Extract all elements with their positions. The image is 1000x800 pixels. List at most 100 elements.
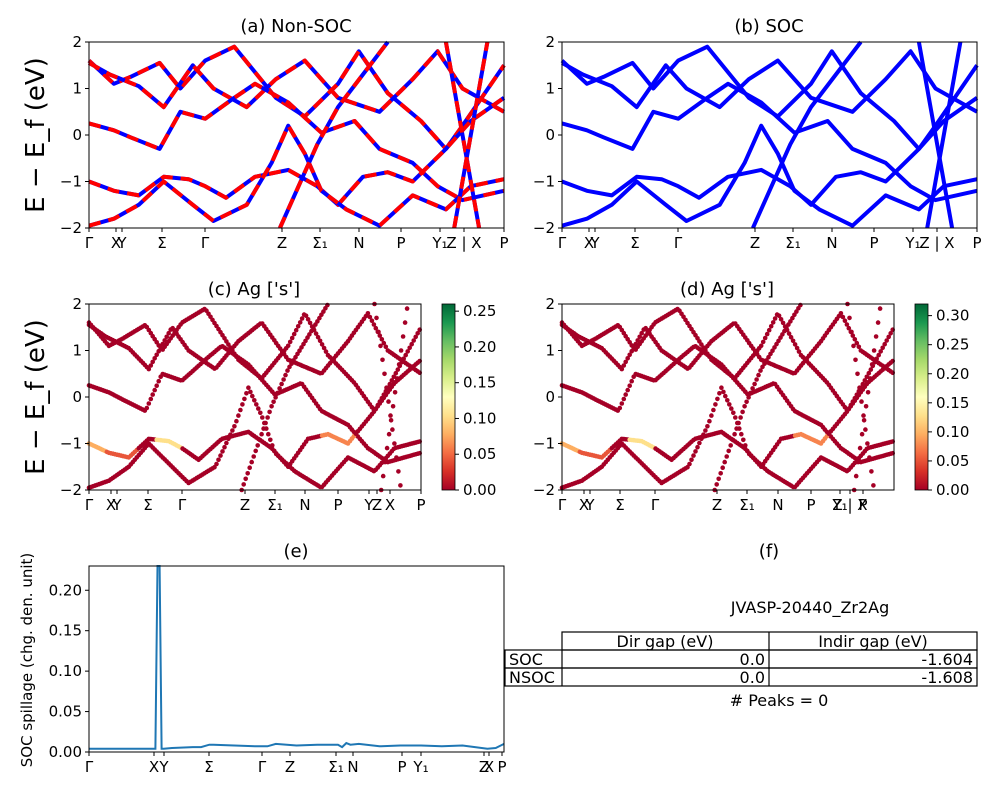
projection-point (776, 338, 781, 344)
projection-point (631, 345, 636, 350)
projection-point (766, 327, 772, 333)
xtick-label: P (806, 496, 815, 514)
projection-point (861, 418, 867, 423)
projection-point (241, 482, 246, 487)
ytick-label: 1 (72, 342, 82, 360)
panel-d: 210−1−2 Γ XY Σ Γ Z Σ₁ N P Y₁Z | XP 0.300.250.200… (533, 295, 970, 514)
projection-point (392, 390, 398, 395)
ytick-label: −2 (533, 481, 555, 499)
projection-point (790, 315, 795, 321)
projection-point (756, 372, 761, 378)
xtick-label: Σ (143, 496, 152, 514)
projection-point (866, 370, 872, 376)
xtick-label: N (347, 758, 358, 776)
projection-point (390, 427, 395, 432)
projection-point (849, 329, 854, 335)
projection-point (317, 338, 323, 344)
xtick-label: Σ (630, 234, 639, 252)
projection-point (228, 432, 233, 438)
projection-point (764, 331, 770, 337)
projection-point (287, 339, 293, 345)
band-line (561, 123, 978, 228)
xtick-label: Y₁ (904, 234, 920, 252)
axes-frame-b (561, 41, 978, 229)
projection-point (780, 320, 786, 326)
xtick-label: Γ (558, 234, 567, 252)
xtick-label: X (149, 758, 159, 776)
colorbar-d (914, 303, 929, 491)
xtick-label: Γ (258, 758, 267, 776)
projection-point (724, 454, 729, 459)
projection-point (888, 331, 893, 336)
projection-point (379, 337, 385, 342)
colorbar-ticks-d: 0.30 0.25 0.20 0.15 0.10 0.05 0.00 (928, 307, 969, 499)
xtick-label: Z | X (832, 496, 867, 514)
projection-point (850, 333, 856, 338)
title-b: (b) SOC (734, 16, 803, 37)
projection-point (699, 436, 704, 442)
xtick-label: X (579, 496, 589, 514)
table-col-dir: Dir gap (eV) (617, 632, 714, 651)
projection-point (629, 348, 634, 354)
projection-point (689, 457, 694, 463)
projection-point (371, 322, 377, 327)
xtick-label: P (396, 234, 405, 252)
xtick-label: X (385, 496, 395, 514)
projection-point (856, 344, 862, 350)
projection-point (746, 395, 751, 400)
projection-point (243, 476, 248, 482)
axes-frame-c (88, 303, 422, 491)
projection-point (373, 325, 379, 331)
projection-point (760, 339, 766, 345)
projection-point (396, 469, 401, 474)
ytick-label: −1 (533, 173, 555, 191)
projection-point (250, 393, 255, 399)
projection-point (691, 453, 696, 458)
projection-point (323, 349, 329, 354)
xtick-label: Z (277, 234, 287, 252)
projection-point (730, 437, 735, 443)
projection-point (382, 371, 387, 377)
xtick-label: Z | X (919, 234, 954, 252)
projection-point (862, 378, 868, 383)
projection-point (792, 342, 798, 347)
ytick-label: 0.05 (49, 703, 82, 721)
xtick-label: Y₁ (431, 234, 447, 252)
projection-point (623, 392, 628, 397)
xtick-label: X (484, 758, 494, 776)
projection-point (299, 316, 305, 321)
projection-point (384, 445, 390, 451)
projection-point (325, 302, 330, 308)
projection-point (766, 354, 771, 360)
xtick-label: Γ (651, 496, 660, 514)
colorbar-tick-label: 0.00 (936, 481, 969, 499)
yticks-b: 2 1 0 −1 −2 (533, 33, 562, 237)
projection-point (240, 402, 245, 407)
projection-point (882, 341, 887, 347)
ytick-label: 0.10 (49, 662, 82, 680)
spillage-line (89, 565, 505, 750)
projection-point (369, 318, 375, 324)
xtick-label: P (499, 234, 508, 252)
ytick-label: 0 (545, 388, 555, 406)
projection-point (232, 424, 237, 429)
projection-point (796, 349, 802, 354)
ytick-label: −2 (533, 219, 555, 237)
projection-point (281, 377, 286, 382)
projection-point (709, 413, 714, 418)
projection-point (742, 404, 747, 409)
projection-point (619, 366, 625, 372)
projection-point (377, 333, 383, 338)
projection-point (635, 338, 640, 343)
ylabel-e: SOC spillage (chg. den. unit) (18, 553, 36, 768)
table-subtitle: JVASP-20440_Zr2Ag (730, 598, 890, 618)
projection-point (716, 476, 721, 482)
projection-point (263, 420, 268, 426)
projection-point (639, 330, 644, 336)
colorbar-tick-label: 0.25 (463, 302, 496, 320)
projection-point (844, 322, 850, 327)
ytick-label: 0 (72, 388, 82, 406)
projection-point (627, 383, 632, 389)
